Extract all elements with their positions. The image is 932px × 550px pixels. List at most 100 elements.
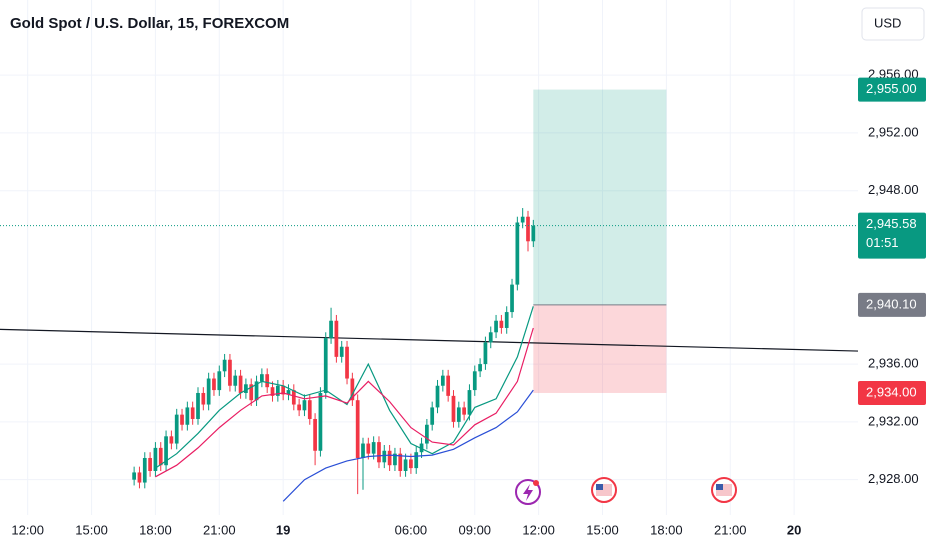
candle-body <box>254 381 259 401</box>
candle-body <box>275 385 280 396</box>
candle-body <box>222 359 227 372</box>
grid <box>0 0 858 515</box>
candle-body <box>153 447 158 471</box>
candle-body <box>158 447 163 466</box>
candle-body <box>286 390 291 395</box>
candle-body <box>206 378 211 405</box>
candle-body <box>382 450 387 463</box>
candle-body <box>446 375 451 396</box>
candle-body <box>249 384 254 401</box>
plot <box>0 89 859 502</box>
price-tag <box>858 380 926 405</box>
y-tick-label: 2,952.00 <box>868 124 919 139</box>
x-tick-label: 18:00 <box>650 522 683 537</box>
candle-body <box>409 459 413 469</box>
x-tick-label: 21:00 <box>714 522 747 537</box>
price-tag <box>858 77 926 102</box>
candle-body <box>190 407 195 419</box>
candle-body <box>196 392 200 419</box>
candle-body <box>504 312 509 328</box>
candle-body <box>174 414 179 444</box>
candle-body <box>440 375 445 386</box>
x-tick-label: 12:00 <box>11 522 44 537</box>
candle-body <box>361 443 365 458</box>
candle-body <box>323 338 328 393</box>
flag-glyph <box>596 484 603 490</box>
candle-body <box>355 400 360 458</box>
candle-body <box>526 216 530 242</box>
candle-body <box>430 407 435 425</box>
x-tick-label: 12:00 <box>522 522 555 537</box>
trendline <box>0 328 859 352</box>
chart-title: Gold Spot / U.S. Dollar, 15, FOREXCOM <box>10 15 289 32</box>
candle-body <box>350 378 355 401</box>
candle-body <box>180 414 184 425</box>
x-tick-label: 15:00 <box>75 522 108 537</box>
candle-body <box>244 384 248 393</box>
candle-body <box>398 453 403 471</box>
candle-body <box>318 392 323 451</box>
candle-body <box>169 436 174 444</box>
x-tick-label: 18:00 <box>139 522 172 537</box>
countdown-label: 01:51 <box>866 235 899 250</box>
price-tag-label: 2,934.00 <box>866 384 917 399</box>
candle-body <box>217 371 222 391</box>
price-tag <box>858 212 926 259</box>
price-tag-label: 2,955.00 <box>866 81 917 96</box>
candle-body <box>148 457 152 471</box>
candle-body <box>142 457 147 483</box>
candle-body <box>137 472 142 483</box>
y-tick-label: 2,932.00 <box>868 413 919 428</box>
candle-body <box>499 320 504 328</box>
candle-body <box>228 359 232 386</box>
candle-body <box>291 390 296 405</box>
candle-body <box>281 385 286 395</box>
candle-body <box>238 375 243 393</box>
x-tick-label: 19 <box>276 522 290 537</box>
candle-body <box>307 400 312 419</box>
y-tick-label: 2,928.00 <box>868 471 919 486</box>
moving-average <box>155 327 534 478</box>
candle-body <box>425 424 429 444</box>
candle-body <box>260 374 264 382</box>
candle-body <box>520 216 525 223</box>
event-icons <box>515 477 737 505</box>
candle-body <box>345 346 349 379</box>
candle-body <box>233 375 238 386</box>
candle-body <box>366 443 371 454</box>
candle-body <box>313 418 317 451</box>
candle-body <box>419 443 424 453</box>
currency-button[interactable] <box>861 7 925 41</box>
event-dot <box>533 480 539 486</box>
candle-body <box>472 371 477 391</box>
candle-body <box>456 407 461 422</box>
candle-body <box>265 374 270 388</box>
x-tick-label: 06:00 <box>395 522 428 537</box>
candle-body <box>510 284 514 313</box>
x-tick-label: 15:00 <box>586 522 619 537</box>
candle-body <box>387 450 392 466</box>
candle-body <box>270 387 275 396</box>
currency-label: USD <box>874 15 901 30</box>
candle-body <box>212 378 216 391</box>
x-tick-label: 20 <box>787 522 801 537</box>
candle-body <box>403 459 408 471</box>
x-tick-label: 21:00 <box>203 522 236 537</box>
stop-zone <box>533 304 667 393</box>
candle-body <box>467 390 472 415</box>
candle-body <box>302 400 307 411</box>
candle-body <box>185 407 190 425</box>
candle-body <box>488 332 493 343</box>
candle-body <box>297 404 301 411</box>
candle-body <box>201 392 206 405</box>
candle-body <box>371 442 376 454</box>
x-tick-label: 09:00 <box>459 522 492 537</box>
y-tick-label: 2,948.00 <box>868 182 919 197</box>
candle-body <box>329 320 333 339</box>
candle-body <box>339 346 344 357</box>
candle-body <box>531 225 536 242</box>
flag-glyph <box>716 484 723 490</box>
event-icon-glyph <box>523 484 533 501</box>
target-zone <box>533 89 667 305</box>
